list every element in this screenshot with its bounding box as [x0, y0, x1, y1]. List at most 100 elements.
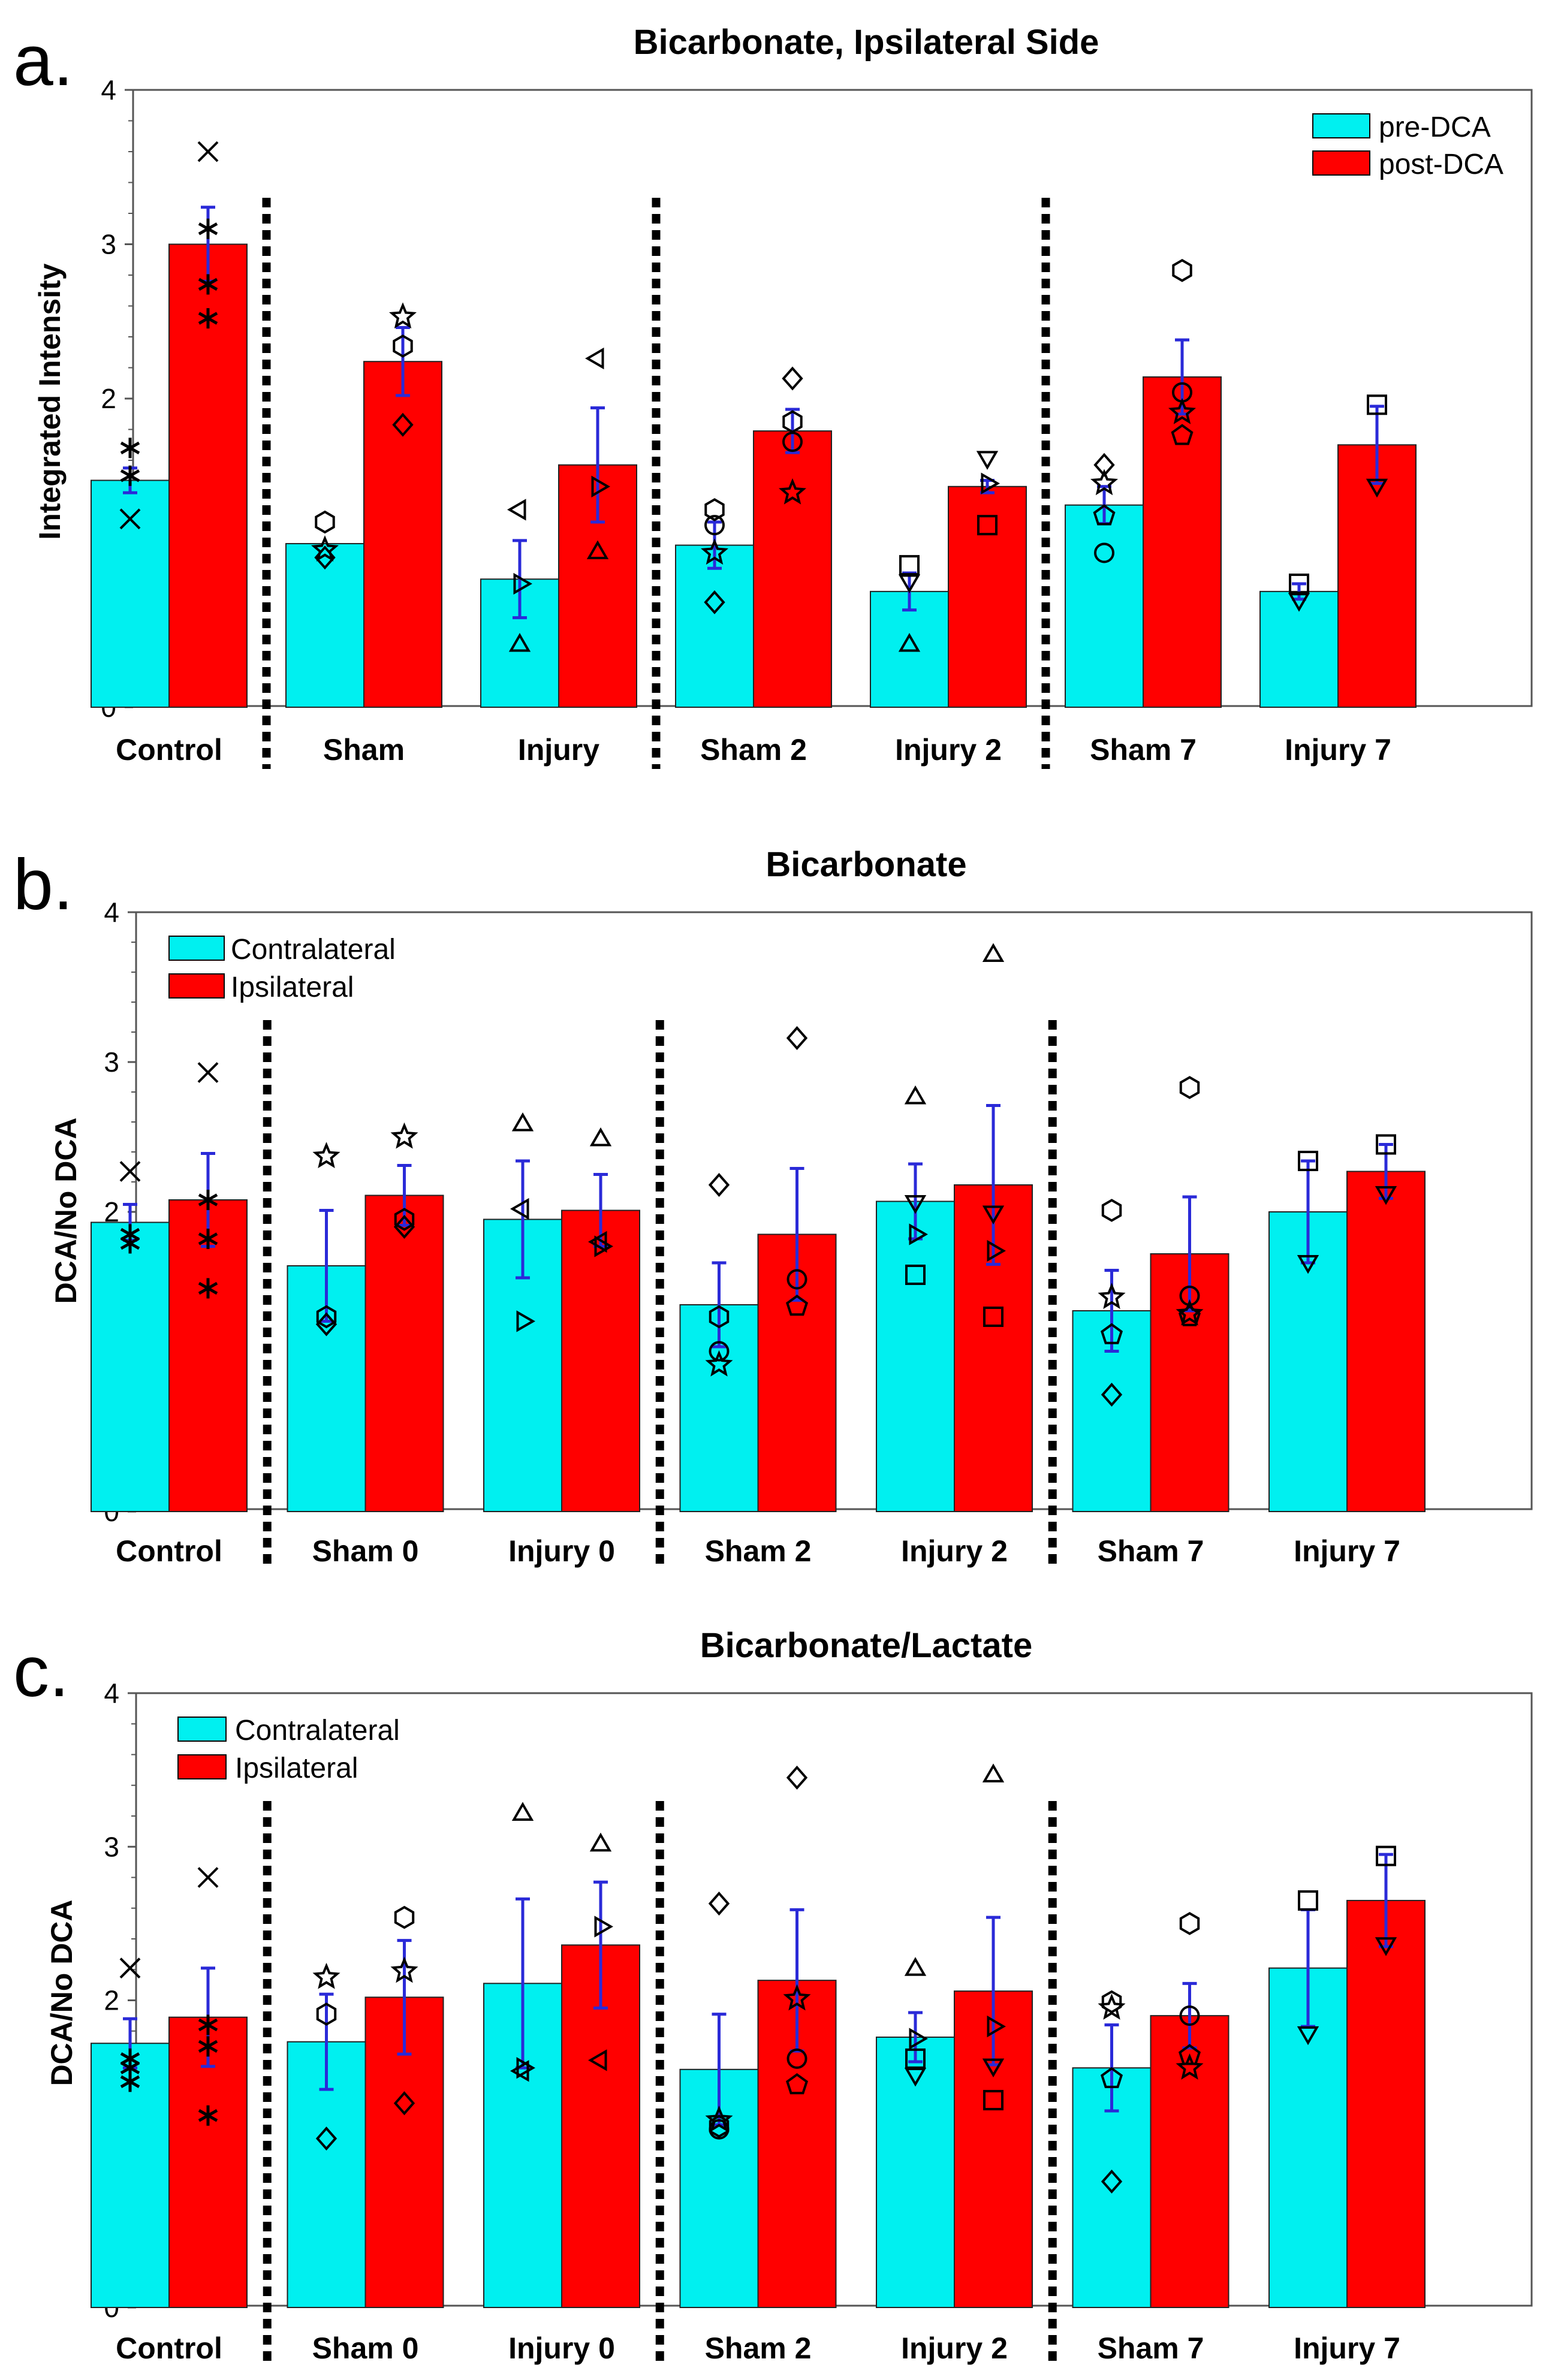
marker-square	[899, 555, 920, 576]
data-point	[987, 2015, 1006, 2038]
marker-asterisk	[198, 1278, 218, 1299]
legend-swatch-pre-dca	[1312, 113, 1370, 138]
marker-tri-down	[1375, 1937, 1397, 1956]
category-label: Injury 7	[1294, 1534, 1400, 1568]
marker-hexagon	[709, 1305, 730, 1329]
data-point	[594, 1916, 614, 1938]
data-point	[904, 1957, 927, 1976]
data-point	[1093, 504, 1116, 526]
marker-square	[977, 515, 998, 536]
data-point	[589, 1127, 612, 1147]
marker-tri-right	[981, 472, 1001, 494]
marker-tri-down	[904, 2068, 927, 2087]
data-point	[315, 510, 335, 534]
data-point	[1367, 394, 1387, 415]
marker-tri-right	[591, 475, 611, 497]
data-point	[584, 347, 604, 370]
marker-asterisk	[198, 218, 218, 239]
legend-swatch-ipsilateral	[177, 1754, 227, 1779]
data-point	[778, 478, 807, 505]
data-point	[709, 1341, 730, 1362]
marker-tri-left	[510, 1197, 529, 1220]
marker-tri-up	[982, 943, 1005, 962]
panel-b-legend: Contralateral Ipsilateral	[168, 934, 396, 1003]
legend-swatch-post-dca	[1312, 150, 1370, 176]
marker-square	[905, 2048, 926, 2069]
marker-asterisk	[198, 1190, 218, 1210]
data-point	[392, 412, 414, 437]
data-point	[977, 515, 998, 536]
marker-tri-right	[909, 2028, 929, 2050]
marker-square	[1298, 1151, 1318, 1171]
data-point	[1179, 1912, 1200, 1935]
category-label: Sham	[323, 733, 405, 767]
error-bar	[1370, 405, 1384, 485]
data-point	[394, 1905, 415, 1929]
data-point	[511, 1802, 534, 1821]
data-point	[1176, 2053, 1204, 2080]
chart-panel-a: a. Bicarbonate, Ipsilateral Side Integra…	[13, 20, 1533, 769]
data-point	[785, 1295, 809, 1316]
marker-hexagon	[704, 498, 725, 521]
data-point	[393, 1214, 415, 1239]
data-point	[705, 1350, 733, 1377]
marker-x	[119, 1957, 141, 1979]
marker-star	[1090, 469, 1119, 496]
category-label: Sham 2	[705, 1534, 812, 1568]
data-point	[905, 2048, 926, 2069]
data-point	[1289, 574, 1309, 594]
marker-tri-up	[904, 1957, 927, 1976]
marker-pentagon	[1171, 424, 1194, 445]
marker-tri-left	[510, 2060, 529, 2082]
marker-tri-up	[511, 1802, 534, 1821]
legend-label-contralateral: Contralateral	[235, 1715, 400, 1746]
chart-panel-b: b. Bicarbonate DCA/No DCA 01234ControlSh…	[13, 844, 1533, 1570]
error-bar	[319, 1992, 334, 2091]
legend-swatch-ipsilateral	[168, 973, 225, 999]
data-point	[1090, 469, 1119, 496]
category-label: Sham 7	[1098, 1534, 1204, 1568]
data-point	[1375, 1937, 1397, 1956]
marker-star	[705, 2105, 733, 2132]
marker-star	[1098, 1993, 1126, 2020]
marker-x	[197, 141, 219, 162]
data-point	[708, 1172, 730, 1197]
data-point	[976, 451, 999, 470]
marker-diamond	[392, 412, 414, 437]
legend-label-ipsilateral: Ipsilateral	[231, 972, 354, 1003]
marker-star	[778, 478, 807, 505]
bar	[876, 1200, 955, 1512]
data-point	[1179, 2005, 1200, 2026]
error-bar	[593, 1880, 608, 2010]
marker-tri-up	[586, 540, 609, 559]
marker-tri-right	[594, 1916, 614, 1938]
marker-tri-up	[904, 1085, 927, 1105]
y-tick-label: 4	[104, 897, 119, 928]
data-point	[198, 1229, 218, 1249]
marker-diamond	[708, 1892, 730, 1916]
marker-asterisk	[120, 438, 140, 458]
panel-a-legend: pre-DCA post-DCA	[1312, 111, 1503, 180]
error-bar	[712, 1261, 727, 1349]
marker-tri-left	[587, 2049, 607, 2071]
marker-tri-right	[987, 1239, 1006, 1262]
data-point	[120, 465, 140, 486]
marker-hexagon	[1172, 258, 1192, 282]
marker-asterisk	[198, 1229, 218, 1249]
marker-tri-left	[584, 347, 604, 370]
marker-square	[983, 1307, 1003, 1327]
category-label: Injury 0	[508, 1534, 615, 1568]
marker-tri-up	[589, 1832, 612, 1852]
marker-star	[783, 1984, 811, 2011]
y-tick-label: 3	[104, 1046, 119, 1078]
panel-a-y-axis-label: Integrated Intensity	[33, 263, 67, 539]
bar	[753, 430, 832, 708]
data-point	[1297, 1255, 1319, 1274]
y-tick-label: 3	[101, 229, 116, 260]
category-label: Injury 2	[901, 2331, 1008, 2365]
marker-x	[119, 1161, 141, 1182]
marker-pentagon	[785, 1295, 809, 1316]
marker-pentagon	[1100, 2067, 1123, 2088]
data-point	[390, 1122, 418, 1149]
y-tick-label: 4	[104, 1678, 119, 1709]
